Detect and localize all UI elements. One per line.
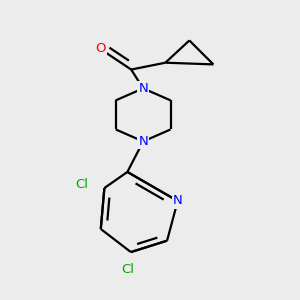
Text: N: N: [173, 194, 183, 208]
Text: Cl: Cl: [121, 263, 134, 276]
Text: O: O: [95, 43, 106, 56]
Text: Cl: Cl: [76, 178, 88, 191]
Text: N: N: [138, 135, 148, 148]
Text: N: N: [138, 82, 148, 95]
